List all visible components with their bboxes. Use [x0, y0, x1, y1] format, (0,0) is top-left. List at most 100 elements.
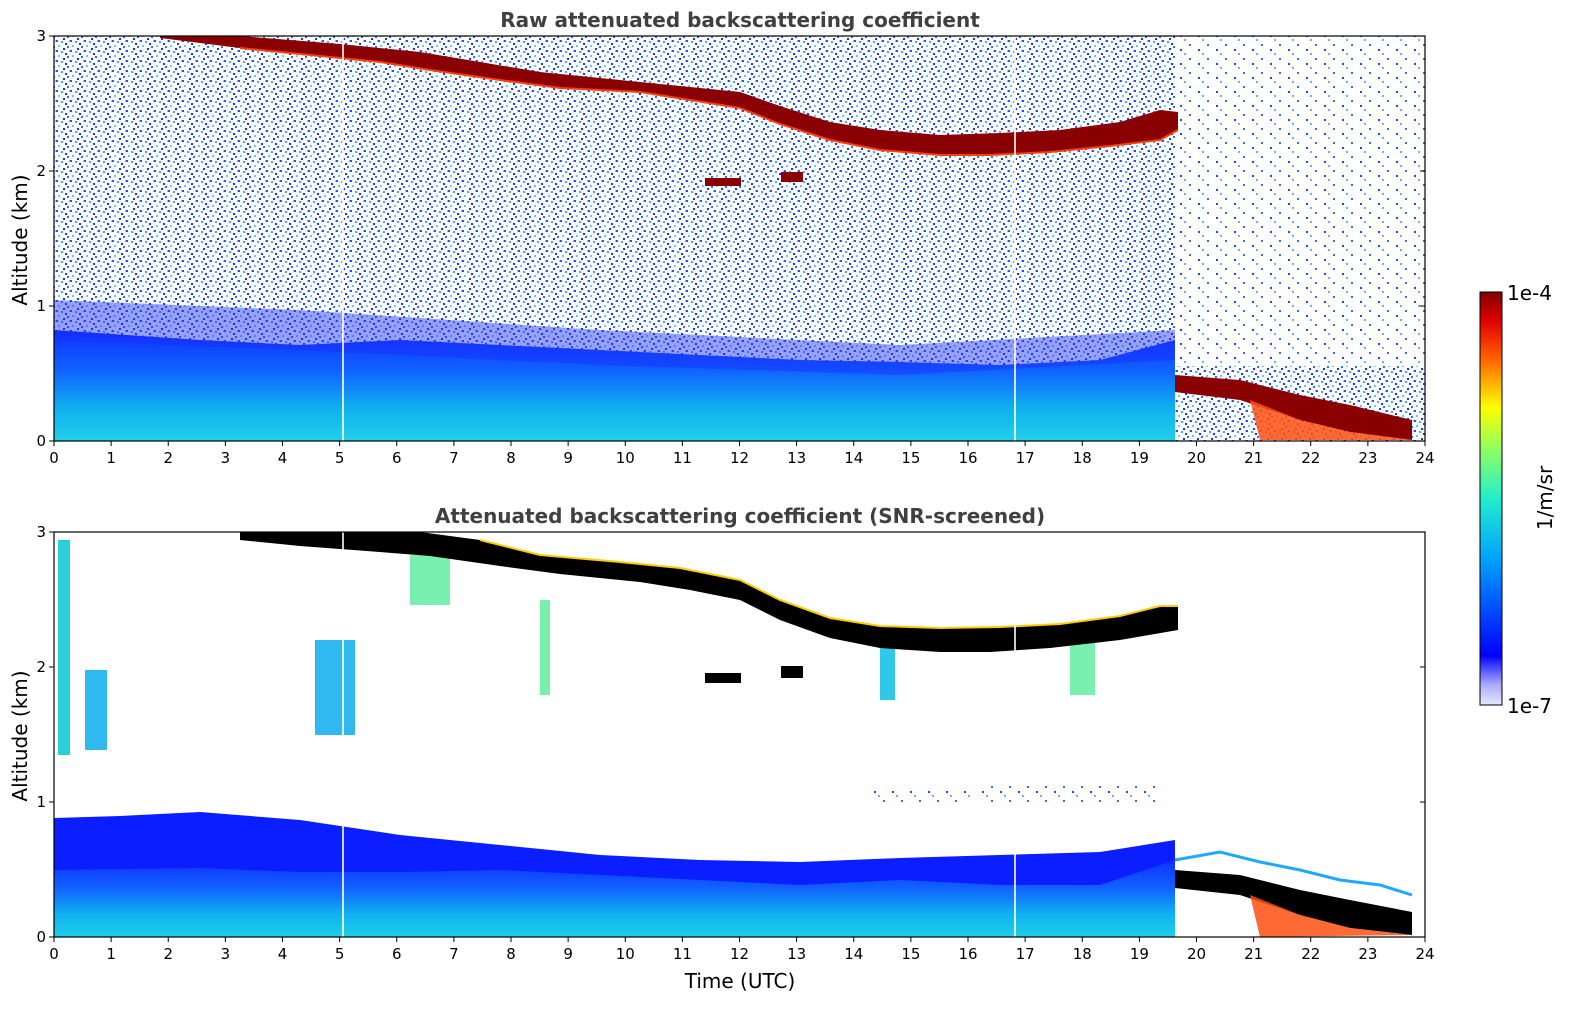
bottom-ytick-label-2: 2 [36, 658, 46, 676]
bottom-xtick-label-14: 14 [844, 945, 863, 963]
top-cloud-edge [239, 47, 1179, 156]
top-small-cloud-2 [781, 172, 803, 182]
bottom-xtick-label-4: 4 [278, 945, 288, 963]
top-low-cloud [1175, 375, 1412, 440]
bottom-xtick-label-7: 7 [449, 945, 459, 963]
top-xtick-label-18: 18 [1073, 449, 1092, 467]
bottom-cloud-edge [479, 539, 1178, 630]
bottom-xtick-label-23: 23 [1358, 945, 1377, 963]
bottom-cirrus-5 [540, 600, 550, 695]
bottom-ytick-label-0: 0 [36, 928, 46, 946]
top-chart-title: Raw attenuated backscattering coefficien… [500, 8, 980, 32]
top-heatmap [53, 35, 1426, 442]
bottom-heatmap [53, 531, 1426, 938]
bottom-xtick-label-19: 19 [1130, 945, 1149, 963]
bottom-xtick-label-18: 18 [1073, 945, 1092, 963]
top-ytick-label-0: 0 [36, 432, 46, 450]
colorbar-max-label: 1e-4 [1507, 281, 1552, 305]
top-axes: 0 1 2 3 4 5 6 7 8 9 10 11 12 13 14 15 16 17 18 19 20 21 22 23 24… [36, 27, 1434, 467]
colorbar-min-label: 1e-7 [1507, 694, 1552, 718]
top-xtick-label-7: 7 [449, 449, 459, 467]
bottom-xtick-label-0: 0 [49, 945, 59, 963]
top-sparse-region [1175, 36, 1425, 366]
bottom-xtick-label-10: 10 [616, 945, 635, 963]
bottom-cirrus-1 [58, 540, 70, 755]
bottom-ytick-label-1: 1 [36, 793, 46, 811]
top-xtick-label-22: 22 [1301, 449, 1320, 467]
top-xtick-label-12: 12 [730, 449, 749, 467]
bottom-xtick-label-17: 17 [1016, 945, 1035, 963]
bottom-xtick-label-20: 20 [1187, 945, 1206, 963]
bottom-low-cloud [1175, 870, 1412, 935]
bottom-xtick-label-12: 12 [730, 945, 749, 963]
top-xtick-label-16: 16 [958, 449, 977, 467]
top-ylabel: Altitude (km) [8, 174, 32, 305]
top-missing-data-1 [342, 36, 344, 441]
bottom-cirrus-2 [85, 670, 107, 750]
colorbar-gradient [1479, 291, 1503, 706]
top-xtick-label-5: 5 [335, 449, 345, 467]
top-xtick-label-17: 17 [1016, 449, 1035, 467]
bottom-chart-title: Attenuated backscattering coefficient (S… [435, 504, 1045, 528]
bottom-xtick-label-15: 15 [901, 945, 920, 963]
bottom-cloud-layer [240, 532, 1178, 652]
bottom-ylabel: Altitude (km) [8, 670, 32, 801]
top-xtick-label-2: 2 [163, 449, 173, 467]
top-xtick-label-9: 9 [563, 449, 573, 467]
bottom-low-cloud-edge [1174, 850, 1413, 897]
bottom-xtick-label-6: 6 [392, 945, 402, 963]
top-xtick-label-19: 19 [1130, 449, 1149, 467]
top-xtick-label-14: 14 [844, 449, 863, 467]
top-ytick-label-2: 2 [36, 162, 46, 180]
bottom-xtick-label-5: 5 [335, 945, 345, 963]
bottom-small-cloud-1 [705, 673, 741, 683]
bottom-ytick-label-3: 3 [36, 523, 46, 541]
bottom-cirrus-6 [880, 640, 895, 700]
top-cloud-layer [160, 36, 1178, 155]
top-xtick-label-15: 15 [901, 449, 920, 467]
colorbar-unit-label: 1/m/sr [1533, 465, 1557, 530]
bottom-xtick-label-21: 21 [1244, 945, 1263, 963]
top-xtick-label-13: 13 [787, 449, 806, 467]
top-missing-data-2 [1014, 36, 1016, 441]
bottom-cirrus-7 [1070, 640, 1095, 695]
bottom-xlabel: Time (UTC) [684, 969, 796, 993]
top-xtick-label-0: 0 [49, 449, 59, 467]
top-xtick-label-8: 8 [506, 449, 516, 467]
top-xtick-label-11: 11 [673, 449, 692, 467]
bottom-aerosol-patch-1 [980, 785, 1160, 805]
top-xtick-label-21: 21 [1244, 449, 1263, 467]
top-xtick-label-23: 23 [1358, 449, 1377, 467]
bottom-xtick-label-13: 13 [787, 945, 806, 963]
bottom-xtick-label-1: 1 [106, 945, 116, 963]
colorbar: 1e-4 1e-7 1/m/sr [1479, 281, 1557, 718]
bottom-cirrus-3 [315, 640, 355, 735]
bottom-low-cloud-fallstreak [1250, 895, 1412, 937]
bottom-xtick-label-2: 2 [163, 945, 173, 963]
top-xtick-label-3: 3 [221, 449, 231, 467]
top-ytick-label-1: 1 [36, 297, 46, 315]
bottom-xtick-label-22: 22 [1301, 945, 1320, 963]
top-small-cloud-1 [705, 178, 741, 186]
bottom-missing-data-1 [342, 532, 344, 937]
top-xtick-label-1: 1 [106, 449, 116, 467]
bottom-axes: 0 1 2 3 4 5 6 7 8 9 10 11 12 13 14 15 16 17 18 19 20 21 22 23 24… [36, 523, 1434, 963]
top-xtick-label-20: 20 [1187, 449, 1206, 467]
bottom-xtick-label-11: 11 [673, 945, 692, 963]
top-low-cloud-fallstreak [1250, 400, 1412, 440]
top-xtick-label-10: 10 [616, 449, 635, 467]
bottom-boundary-layer [54, 860, 1175, 937]
top-xtick-label-6: 6 [392, 449, 402, 467]
bottom-xtick-label-9: 9 [563, 945, 573, 963]
top-boundary-layer-haze [54, 300, 1175, 375]
top-ytick-label-3: 3 [36, 27, 46, 45]
bottom-xtick-label-24: 24 [1415, 945, 1434, 963]
bottom-xtick-label-8: 8 [506, 945, 516, 963]
bottom-xtick-label-16: 16 [958, 945, 977, 963]
bottom-missing-data-2 [1014, 532, 1016, 937]
top-boundary-layer [54, 330, 1175, 441]
bottom-cirrus-4 [410, 555, 450, 605]
top-xtick-label-4: 4 [278, 449, 288, 467]
bottom-small-cloud-2 [781, 666, 803, 678]
